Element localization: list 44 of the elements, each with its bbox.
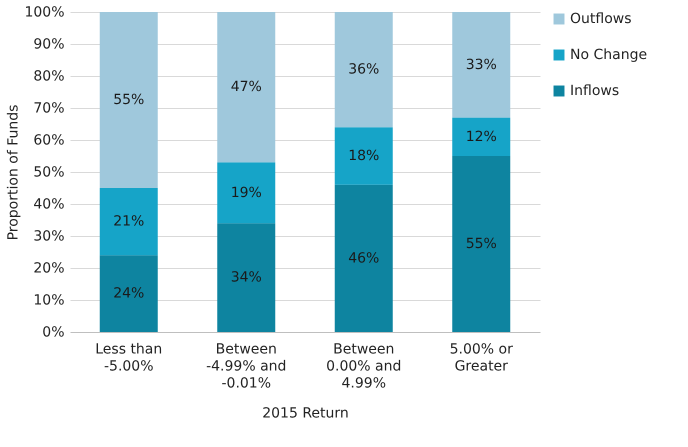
bar — [452, 118, 510, 156]
data-label: 12% — [466, 128, 497, 145]
bar — [100, 12, 158, 188]
data-label: 33% — [466, 56, 497, 73]
bar — [334, 184, 393, 332]
x-tick-label: Between -4.99% and -0.01% — [206, 342, 286, 392]
y-tick-label: 30% — [33, 228, 64, 244]
bar — [334, 127, 393, 185]
data-label: 21% — [113, 214, 144, 230]
data-label: 36% — [348, 62, 380, 78]
y-tick-label: 80% — [33, 68, 64, 84]
data-label: 55% — [466, 236, 497, 252]
y-tick-label: 10% — [33, 292, 64, 308]
legend-label: Inflows — [570, 83, 620, 99]
y-tick-label: 20% — [33, 260, 64, 276]
data-label: 34% — [230, 270, 262, 286]
data-label: 55% — [113, 92, 144, 108]
bar — [217, 12, 276, 162]
y-tick-label: 50% — [33, 164, 64, 180]
y-tick-label: 70% — [33, 100, 64, 116]
y-tick-label: 0% — [42, 324, 64, 340]
x-tick-label: Between 0.00% and 4.99% — [326, 342, 402, 392]
bar — [452, 156, 510, 332]
y-tick-label: 40% — [33, 196, 64, 212]
x-axis-title: 2015 Return — [262, 406, 349, 422]
y-tick-label: 90% — [33, 36, 64, 52]
bar — [217, 223, 276, 332]
x-tick-label: 5.00% or Greater — [450, 342, 514, 374]
y-tick-label: 100% — [24, 4, 64, 20]
legend-label: Outflows — [570, 11, 632, 27]
data-label: 46% — [348, 250, 380, 266]
x-tick-label: Less than -5.00% — [95, 342, 162, 374]
legend-label: No Change — [570, 47, 648, 63]
data-label: 47% — [230, 79, 262, 96]
bar — [100, 255, 158, 332]
data-label: 19% — [230, 184, 262, 201]
y-axis-title: Proportion of Funds — [5, 104, 22, 240]
bar — [334, 12, 393, 128]
data-label: 18% — [348, 148, 380, 164]
bar — [217, 162, 276, 224]
bar — [100, 188, 158, 256]
y-tick-label: 60% — [33, 132, 64, 148]
data-label: 24% — [113, 286, 144, 302]
bar — [452, 12, 510, 118]
